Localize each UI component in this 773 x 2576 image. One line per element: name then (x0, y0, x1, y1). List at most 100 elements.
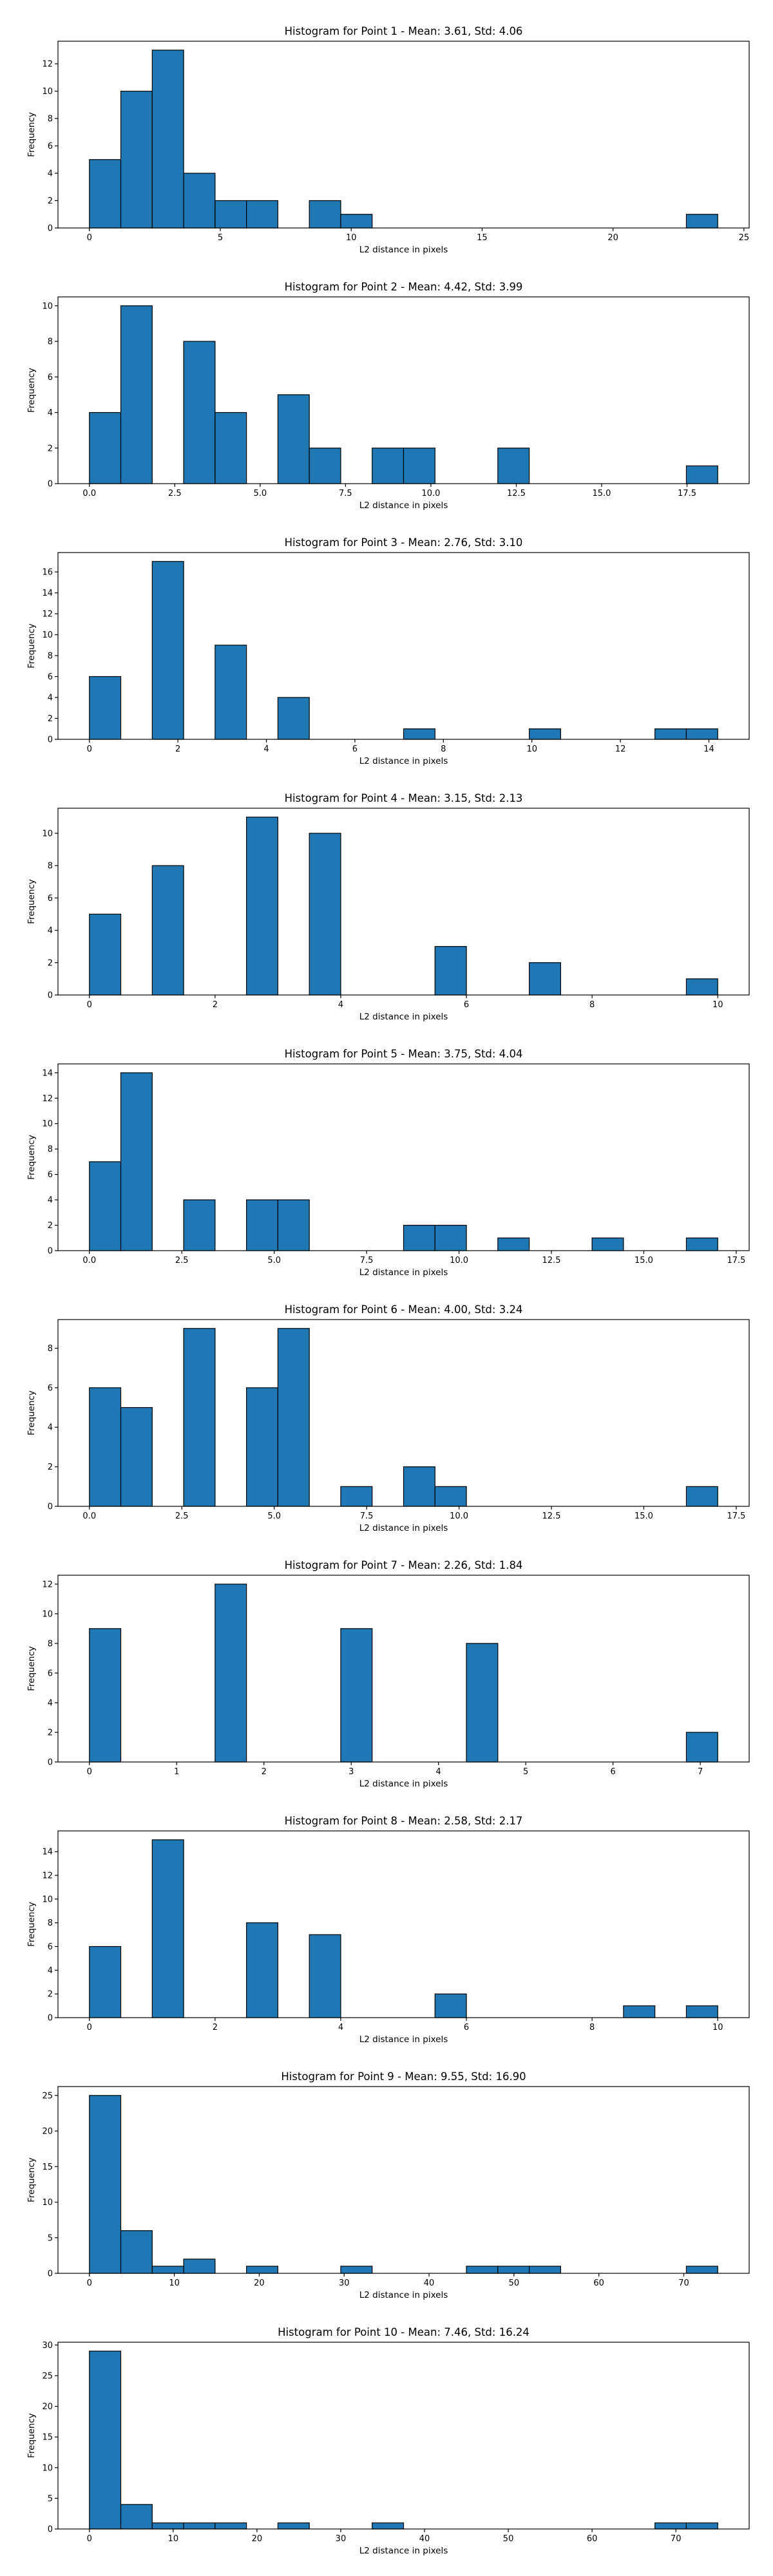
histogram-bar (403, 1224, 435, 1251)
histogram-bar (466, 1643, 499, 1763)
y-tick-label: 0 (48, 224, 53, 234)
x-tick-label: 5.0 (267, 1511, 281, 1521)
histogram-panel-2: 0.0 2.5 5.0 7.5 10.0 12.5 15.0 17.5 0 2 4 6 8 10 Histo… (26, 281, 750, 511)
y-tick-label: 2 (48, 196, 53, 206)
x-tick-label: 20 (252, 2534, 263, 2544)
axes-frame (57, 1063, 750, 1251)
chart-title: Histogram for Point 10 - Mean: 7.46, Std… (278, 2326, 530, 2338)
x-tick-label: 8 (441, 744, 446, 754)
x-tick-label: 8 (589, 1000, 595, 1010)
y-tick-label: 10 (42, 1609, 53, 1619)
x-tick-label: 12.5 (542, 1511, 561, 1521)
histogram-bar (183, 2259, 216, 2274)
x-tick-label: 10.0 (421, 489, 440, 498)
y-tick-label: 6 (48, 1669, 53, 1678)
x-tick-label: 4 (338, 2023, 343, 2032)
x-tick-label: 20 (254, 2278, 265, 2288)
histogram-bar (372, 448, 405, 484)
y-tick-label: 4 (48, 1698, 53, 1708)
x-tick-label: 17.5 (727, 1256, 745, 1265)
x-tick-label: 12.5 (542, 1256, 561, 1265)
y-tick-label: 4 (48, 408, 53, 418)
x-tick-label: 5 (218, 233, 223, 243)
x-tick-label: 0 (87, 2534, 92, 2544)
x-axis-label: L2 distance in pixels (359, 245, 448, 255)
histogram-bar (340, 1486, 373, 1507)
histogram-bar (685, 1486, 718, 1507)
histogram-bar (151, 865, 184, 996)
x-tick-label: 1 (174, 1767, 179, 1777)
y-tick-label: 0 (48, 2525, 53, 2535)
x-axis-label: L2 distance in pixels (359, 2546, 448, 2556)
histogram-bar (215, 412, 247, 484)
x-tick-label: 14 (703, 744, 714, 754)
x-tick-label: 10 (169, 2278, 180, 2288)
histogram-panel-5: 0.0 2.5 5.0 7.5 10.0 12.5 15.0 17.5 0 2 4 6 8 10 12 14 H… (26, 1048, 750, 1278)
histogram-bar (151, 1839, 184, 2018)
x-tick-label: 12.5 (507, 489, 526, 498)
x-tick-label: 0.0 (82, 1511, 96, 1521)
x-tick-label: 4 (436, 1767, 441, 1777)
y-axis-label: Frequency (26, 879, 37, 924)
x-tick-label: 15 (477, 233, 488, 243)
y-tick-label: 10 (42, 829, 53, 838)
y-tick-label: 14 (42, 1068, 53, 1078)
histogram-bar (340, 1628, 373, 1763)
y-tick-label: 5 (48, 2494, 53, 2504)
x-tick-label: 10.0 (450, 1511, 468, 1521)
histogram-bar (434, 1993, 467, 2018)
histogram-bar (277, 394, 310, 484)
y-tick-label: 20 (42, 2127, 53, 2137)
histogram-bar (215, 200, 247, 229)
y-tick-label: 0 (48, 2014, 53, 2023)
x-tick-label: 0 (87, 744, 92, 754)
x-tick-label: 8 (589, 2023, 595, 2032)
x-tick-label: 0 (87, 1000, 92, 1010)
y-tick-label: 0 (48, 2269, 53, 2279)
histogram-bar (183, 1199, 216, 1251)
histogram-bar (89, 1628, 122, 1763)
histogram-bar (654, 728, 687, 740)
x-tick-label: 10 (712, 1000, 723, 1010)
y-tick-label: 15 (42, 2433, 53, 2443)
y-tick-label: 30 (42, 2341, 53, 2351)
y-tick-label: 12 (42, 610, 53, 620)
x-tick-label: 2 (175, 744, 180, 754)
y-tick-label: 6 (48, 1942, 53, 1952)
y-tick-label: 15 (42, 2163, 53, 2172)
histogram-bar (277, 2522, 310, 2530)
histogram-bar (246, 817, 279, 996)
x-tick-label: 2.5 (168, 489, 182, 498)
histogram-bar (340, 214, 373, 229)
x-tick-label: 17.5 (678, 489, 696, 498)
histogram-bar (340, 2266, 373, 2274)
x-tick-label: 2.5 (175, 1511, 189, 1521)
x-tick-label: 10 (346, 233, 357, 243)
histogram-bar (277, 1199, 310, 1251)
histogram-bar (685, 1732, 718, 1763)
x-axis-label: L2 distance in pixels (359, 1012, 448, 1022)
histogram-bar (215, 645, 247, 740)
histogram-bar (403, 1466, 435, 1507)
y-tick-label: 12 (42, 1580, 53, 1589)
x-axis-label: L2 distance in pixels (359, 2034, 448, 2045)
y-tick-label: 4 (48, 926, 53, 936)
x-tick-label: 6 (464, 1000, 469, 1010)
x-tick-label: 4 (338, 1000, 343, 1010)
histogram-bar (89, 2351, 122, 2530)
x-tick-label: 15.0 (593, 489, 611, 498)
chart-title: Histogram for Point 5 - Mean: 3.75, Std:… (285, 1048, 523, 1060)
y-tick-label: 2 (48, 444, 53, 453)
histogram-panel-6: 0.0 2.5 5.0 7.5 10.0 12.5 15.0 17.5 0 2 4 6 8 Histogr… (26, 1303, 750, 1533)
x-tick-label: 2 (213, 2023, 218, 2032)
histogram-bar (309, 448, 341, 484)
x-tick-label: 5.0 (267, 1256, 281, 1265)
y-tick-label: 6 (48, 142, 53, 151)
y-axis-label: Frequency (26, 2157, 37, 2202)
y-tick-label: 10 (42, 2463, 53, 2473)
histogram-panel-4: 0 2 4 6 8 10 0 2 4 6 8 10 Histogram for Point 4 - Me… (26, 792, 750, 1022)
y-tick-label: 12 (42, 1094, 53, 1104)
y-tick-label: 8 (48, 1145, 53, 1155)
